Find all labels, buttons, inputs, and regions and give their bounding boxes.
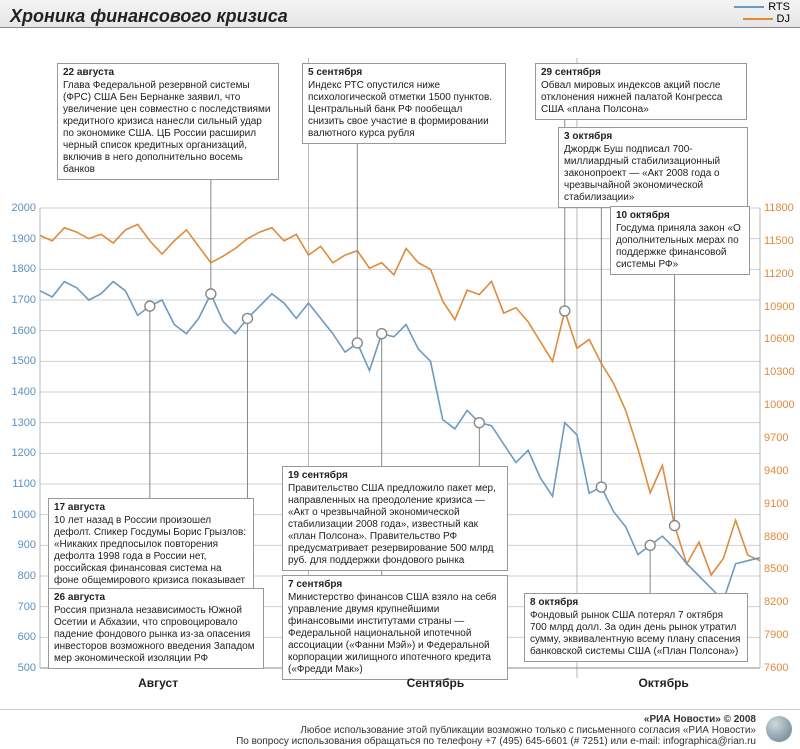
annotation-text: Россия признала независимость Южной Осет… [54,605,258,665]
ytick-right: 11800 [764,202,800,214]
legend-rts: RTS [734,1,790,13]
ytick-right: 8200 [764,596,800,608]
annotation-box: 10 октябряГосдума приняла закон «О допол… [610,206,750,275]
ytick-left: 700 [4,601,36,613]
ytick-right: 10000 [764,399,800,411]
annotation-box: 5 сентябряИндекс РТС опустился ниже псих… [302,63,506,144]
page: Хроника финансового кризиса RTS DJ 17 ав… [0,0,800,749]
annotation-text: Правительство США предложило пакет мер, … [288,483,502,567]
annotation-date: 10 октября [616,210,744,222]
annotation-box: 26 августаРоссия признала независимость … [48,588,264,669]
ytick-right: 9100 [764,498,800,510]
ytick-left: 500 [4,662,36,674]
ytick-left: 1800 [4,263,36,275]
ytick-left: 900 [4,539,36,551]
annotation-text: Глава Федеральной резервной системы (ФРС… [63,80,273,176]
ytick-right: 8800 [764,531,800,543]
ytick-right: 9700 [764,432,800,444]
annotation-text: Госдума приняла закон «О дополнительных … [616,223,744,271]
ytick-left: 800 [4,570,36,582]
annotation-text: Джордж Буш подписал 700-миллиардный стаб… [564,144,742,204]
ytick-left: 1700 [4,294,36,306]
ytick-right: 11500 [764,235,800,247]
annotation-text: Фондовый рынок США потерял 7 октября 700… [530,610,742,658]
annotation-text: 10 лет назад в России произошел дефолт. … [54,515,248,599]
annotation-date: 8 октября [530,597,742,609]
annotation-date: 22 августа [63,67,273,79]
annotation-box: 3 октябряДжордж Буш подписал 700-миллиар… [558,127,748,208]
chart-area: 17 августа10 лет назад в России произоше… [0,28,800,709]
annotation-date: 19 сентября [288,470,502,482]
legend: RTS DJ [734,1,790,27]
annotation-box: 19 сентябряПравительство США предложило … [282,466,508,571]
ytick-right: 10600 [764,333,800,345]
footer: «РИА Новости» © 2008 Любое использование… [0,709,800,749]
month-label: Сентябрь [407,676,465,690]
legend-dj: DJ [734,13,790,25]
month-label: Август [138,676,178,690]
ytick-right: 7900 [764,629,800,641]
ytick-left: 1500 [4,355,36,367]
ytick-left: 1100 [4,478,36,490]
ytick-left: 1200 [4,447,36,459]
annotation-date: 7 сентября [288,579,502,591]
annotation-box: 22 августаГлава Федеральной резервной си… [57,63,279,180]
ytick-left: 1400 [4,386,36,398]
annotation-date: 3 октября [564,131,742,143]
annotation-box: 29 сентябряОбвал мировых индексов акций … [535,63,747,120]
month-label: Октябрь [638,676,688,690]
annotation-text: Министерство финансов США взяло на себя … [288,592,502,676]
ytick-right: 11200 [764,268,800,280]
annotation-text: Обвал мировых индексов акций после откло… [541,80,741,116]
annotation-date: 29 сентября [541,67,741,79]
ytick-left: 1000 [4,509,36,521]
legend-label-dj: DJ [777,13,790,25]
annotation-date: 5 сентября [308,67,500,79]
header: Хроника финансового кризиса RTS DJ [0,0,800,28]
legend-line-rts [734,6,764,8]
ytick-left: 600 [4,631,36,643]
ytick-left: 1600 [4,325,36,337]
ytick-right: 10900 [764,301,800,313]
ytick-left: 2000 [4,202,36,214]
legend-line-dj [743,18,773,20]
footer-line2: Любое использование этой публикации возм… [10,725,756,736]
ytick-right: 8500 [764,563,800,575]
annotation-text: Индекс РТС опустился ниже психологическо… [308,80,500,140]
annotation-box: 7 сентябряМинистерство финансов США взял… [282,575,508,680]
legend-label-rts: RTS [768,1,790,13]
footer-line1: «РИА Новости» © 2008 [10,714,756,725]
ytick-left: 1900 [4,233,36,245]
annotation-date: 17 августа [54,502,248,514]
annotation-date: 26 августа [54,592,258,604]
page-title: Хроника финансового кризиса [10,6,288,27]
rian-logo-icon [766,716,792,742]
footer-line3: По вопросу использования обращаться по т… [10,736,756,747]
ytick-left: 1300 [4,417,36,429]
annotation-box: 8 октябряФондовый рынок США потерял 7 ок… [524,593,748,662]
ytick-right: 9400 [764,465,800,477]
ytick-right: 10300 [764,366,800,378]
ytick-right: 7600 [764,662,800,674]
